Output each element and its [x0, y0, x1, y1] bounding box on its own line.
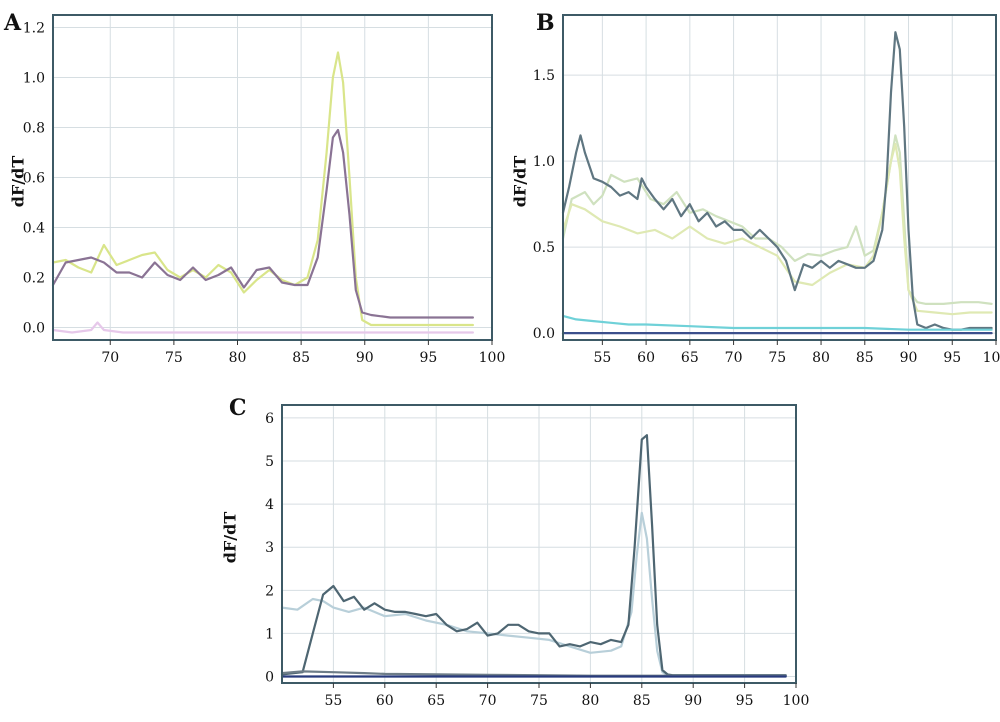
y-tick-label-b-2: 1.0 [533, 154, 555, 170]
plot-frame-b [562, 14, 997, 341]
x-tick-label-b-4: 75 [768, 350, 786, 366]
x-tick-label-b-9: 100 [983, 350, 1000, 366]
chart-b: 55 60 65 70 75 80 85 90 95 100 0.0 0.5 1.0 1.5 [533, 14, 1000, 366]
y-tick-label-c-4: 4 [265, 497, 274, 513]
x-tick-label-b-6: 85 [856, 350, 874, 366]
y-tick-label-b-1: 0.5 [533, 240, 555, 256]
x-tick-label-a-1: 75 [165, 350, 183, 366]
x-tick-label-c-7: 90 [684, 693, 702, 709]
y-tick-label-c-3: 3 [265, 540, 274, 556]
y-tick-label-c-6: 6 [265, 411, 274, 427]
y-tick-label-c-5: 5 [265, 454, 274, 470]
y-tick-label-c-1: 1 [265, 626, 274, 642]
x-tick-label-a-3: 85 [292, 350, 310, 366]
x-tick-label-c-8: 95 [736, 693, 754, 709]
series-line-c-2 [280, 670, 787, 677]
x-tick-label-a-0: 70 [101, 350, 119, 366]
x-tick-label-a-4: 90 [356, 350, 374, 366]
plot-frame-a [52, 14, 493, 341]
x-tick-label-b-3: 70 [725, 350, 743, 366]
x-tick-label-a-5: 95 [419, 350, 437, 366]
x-tick-label-c-2: 65 [427, 693, 445, 709]
x-tick-label-c-5: 80 [581, 693, 599, 709]
y-tick-label-a-6: 1.2 [23, 21, 45, 37]
panel-letter-c: C [229, 395, 247, 421]
x-tick-label-b-2: 65 [681, 350, 699, 366]
x-tick-label-a-6: 100 [479, 350, 506, 366]
chart-a: 70 75 80 85 90 95 100 0.0 0.2 0.4 0.6 0.8 1.0 1.2 [23, 14, 505, 366]
y-tick-label-a-2: 0.4 [23, 221, 45, 237]
y-tick-label-a-3: 0.6 [23, 171, 45, 187]
x-tick-label-c-9: 100 [783, 693, 810, 709]
y-tick-label-c-2: 2 [265, 583, 274, 599]
panel-letter-b: B [536, 10, 555, 36]
y-tick-label-a-0: 0.0 [23, 321, 45, 337]
series-line-b-3 [561, 314, 993, 331]
y-tick-label-b-0: 0.0 [533, 326, 555, 342]
x-tick-label-c-6: 85 [633, 693, 651, 709]
x-tick-label-c-0: 55 [324, 693, 342, 709]
x-tick-label-b-0: 55 [593, 350, 611, 366]
x-tick-label-c-1: 60 [376, 693, 394, 709]
y-tick-label-a-1: 0.2 [23, 271, 45, 287]
panel-letter-a: A [4, 10, 22, 36]
series-line-a-2 [51, 321, 474, 334]
series-line-c-0 [280, 511, 787, 677]
x-tick-label-c-4: 75 [530, 693, 548, 709]
y-tick-label-a-4: 0.8 [23, 121, 45, 137]
x-tick-label-a-2: 80 [229, 350, 247, 366]
y-tick-label-b-3: 1.5 [533, 68, 555, 84]
x-tick-label-b-5: 80 [812, 350, 830, 366]
series-line-c-1 [280, 434, 787, 677]
x-tick-label-b-8: 95 [943, 350, 961, 366]
series-line-b-2 [561, 31, 993, 331]
series-line-a-1 [51, 128, 474, 319]
x-tick-label-b-7: 90 [900, 350, 918, 366]
y-tick-label-c-0: 0 [265, 670, 274, 686]
x-tick-label-c-3: 70 [479, 693, 497, 709]
series-line-b-1 [561, 142, 993, 316]
y-tick-label-a-5: 1.0 [23, 71, 45, 87]
x-tick-label-b-1: 60 [637, 350, 655, 366]
